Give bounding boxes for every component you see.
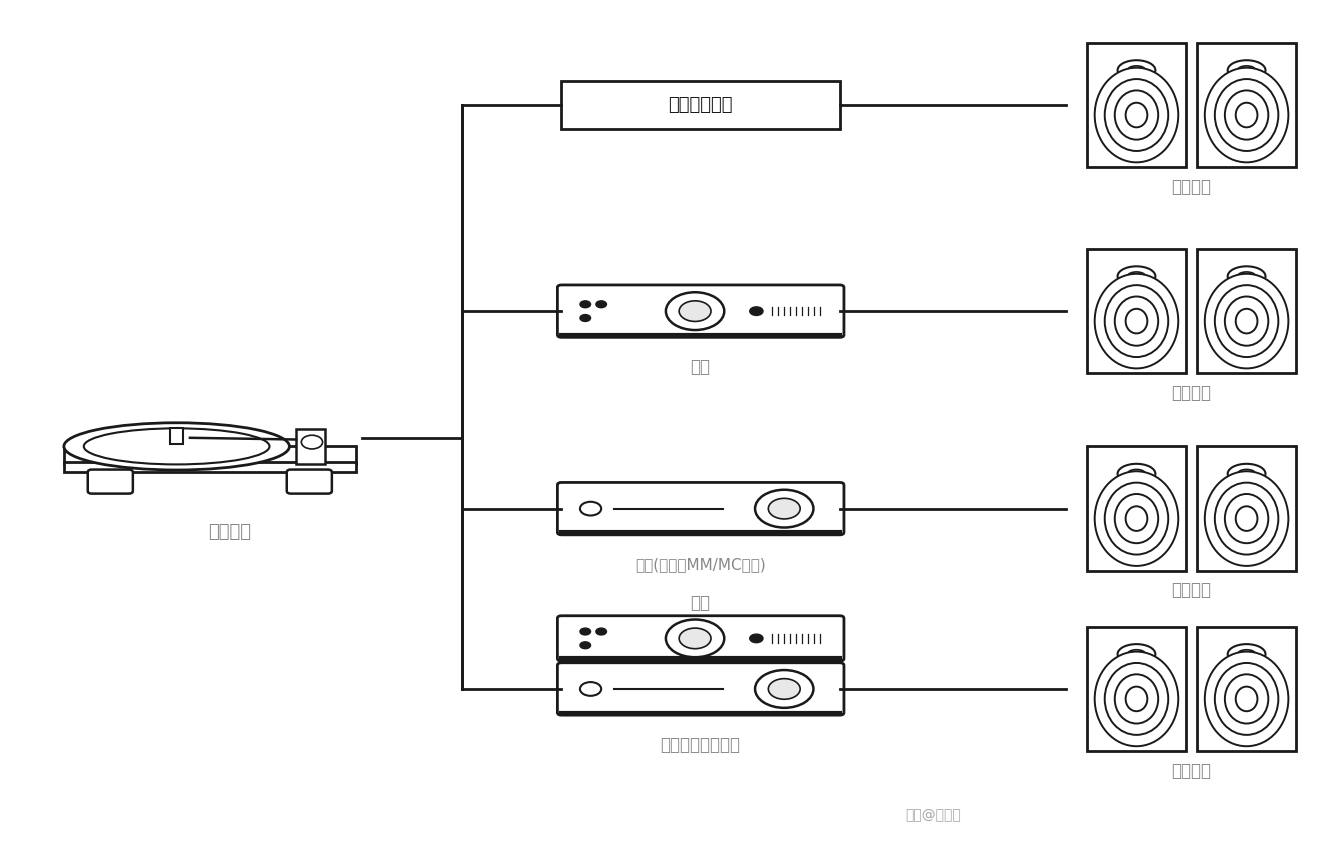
Ellipse shape: [1115, 90, 1159, 140]
Ellipse shape: [1238, 272, 1255, 281]
Text: 功放(带对应MM/MC唱放): 功放(带对应MM/MC唱放): [635, 557, 766, 572]
Ellipse shape: [1228, 644, 1266, 664]
Circle shape: [756, 490, 813, 527]
Circle shape: [579, 682, 601, 696]
Circle shape: [579, 315, 590, 322]
FancyBboxPatch shape: [1087, 249, 1187, 374]
Ellipse shape: [1224, 494, 1268, 544]
Ellipse shape: [1095, 652, 1179, 746]
Ellipse shape: [1115, 675, 1159, 724]
Ellipse shape: [1204, 652, 1288, 746]
FancyBboxPatch shape: [1197, 627, 1296, 751]
FancyBboxPatch shape: [558, 662, 844, 715]
Text: 有源音箱: 有源音箱: [1172, 384, 1212, 401]
Ellipse shape: [1128, 272, 1145, 281]
Ellipse shape: [84, 428, 270, 465]
FancyBboxPatch shape: [287, 470, 332, 493]
Circle shape: [756, 670, 813, 707]
FancyBboxPatch shape: [88, 470, 134, 493]
Ellipse shape: [1215, 285, 1279, 357]
FancyBboxPatch shape: [1197, 447, 1296, 570]
Ellipse shape: [1215, 483, 1279, 555]
Circle shape: [750, 634, 764, 642]
Text: 无源音箱: 无源音箱: [1172, 581, 1212, 599]
Ellipse shape: [1125, 309, 1147, 334]
Circle shape: [579, 502, 601, 516]
Ellipse shape: [64, 423, 290, 470]
Circle shape: [680, 628, 712, 649]
Ellipse shape: [1125, 102, 1147, 127]
Circle shape: [579, 628, 590, 635]
Ellipse shape: [1224, 90, 1268, 140]
FancyBboxPatch shape: [1197, 249, 1296, 374]
Circle shape: [579, 301, 590, 308]
FancyBboxPatch shape: [1197, 42, 1296, 167]
FancyBboxPatch shape: [1087, 627, 1187, 751]
Ellipse shape: [1117, 266, 1155, 286]
Ellipse shape: [1117, 464, 1155, 484]
Ellipse shape: [1204, 68, 1288, 162]
Circle shape: [750, 307, 764, 316]
Ellipse shape: [1117, 60, 1155, 80]
Ellipse shape: [1115, 494, 1159, 544]
Ellipse shape: [1115, 297, 1159, 346]
Ellipse shape: [1224, 297, 1268, 346]
Circle shape: [302, 435, 323, 449]
Ellipse shape: [1095, 472, 1179, 566]
Text: 唱放: 唱放: [690, 594, 710, 612]
Ellipse shape: [1204, 274, 1288, 368]
Ellipse shape: [1236, 309, 1258, 334]
Circle shape: [666, 292, 725, 330]
Circle shape: [769, 499, 800, 519]
Ellipse shape: [1215, 79, 1279, 151]
Ellipse shape: [1105, 79, 1168, 151]
Text: 功放（不带唱放）: 功放（不带唱放）: [661, 736, 741, 754]
Circle shape: [579, 642, 590, 649]
Ellipse shape: [1215, 663, 1279, 735]
Text: 黑胶唱机: 黑胶唱机: [208, 524, 251, 541]
Ellipse shape: [1228, 464, 1266, 484]
Text: 唱机自带唱放: 唱机自带唱放: [669, 96, 733, 114]
FancyBboxPatch shape: [1087, 42, 1187, 167]
Ellipse shape: [1224, 675, 1268, 724]
Text: 唱放: 唱放: [690, 358, 710, 376]
Ellipse shape: [1228, 266, 1266, 286]
Ellipse shape: [1117, 644, 1155, 664]
Ellipse shape: [1128, 649, 1145, 658]
Ellipse shape: [1095, 68, 1179, 162]
FancyBboxPatch shape: [561, 81, 840, 128]
Text: 无源音箱: 无源音箱: [1172, 761, 1212, 779]
Ellipse shape: [1105, 285, 1168, 357]
Ellipse shape: [1128, 469, 1145, 478]
Ellipse shape: [1238, 66, 1255, 75]
Ellipse shape: [1125, 687, 1147, 711]
Ellipse shape: [1236, 102, 1258, 127]
Ellipse shape: [1105, 483, 1168, 555]
Text: 有源音箱: 有源音箱: [1172, 178, 1212, 196]
FancyBboxPatch shape: [296, 429, 326, 464]
Circle shape: [666, 620, 725, 657]
Circle shape: [680, 301, 712, 322]
FancyBboxPatch shape: [558, 285, 844, 337]
FancyBboxPatch shape: [170, 428, 183, 444]
Ellipse shape: [1236, 687, 1258, 711]
Ellipse shape: [1236, 506, 1258, 531]
FancyBboxPatch shape: [1087, 447, 1187, 570]
FancyBboxPatch shape: [64, 447, 355, 464]
Ellipse shape: [1125, 506, 1147, 531]
Ellipse shape: [1095, 274, 1179, 368]
Text: 知乎@海绵园: 知乎@海绵园: [905, 809, 961, 823]
FancyBboxPatch shape: [64, 462, 355, 473]
Ellipse shape: [1105, 663, 1168, 735]
Ellipse shape: [1238, 469, 1255, 478]
Circle shape: [595, 301, 606, 308]
FancyBboxPatch shape: [558, 616, 844, 661]
Circle shape: [769, 679, 800, 700]
Ellipse shape: [1228, 60, 1266, 80]
Ellipse shape: [1238, 649, 1255, 658]
FancyBboxPatch shape: [558, 482, 844, 535]
Circle shape: [595, 628, 606, 635]
Ellipse shape: [1204, 472, 1288, 566]
Ellipse shape: [1128, 66, 1145, 75]
